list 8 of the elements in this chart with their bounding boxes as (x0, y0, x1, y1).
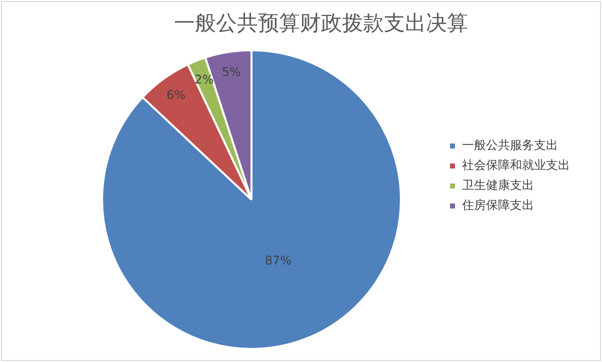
legend-label: 社会保障和就业支出 (462, 158, 570, 172)
legend-label: 卫生健康支出 (462, 178, 534, 192)
legend-label: 一般公共服务支出 (462, 138, 558, 152)
legend-label: 住房保障支出 (461, 198, 534, 212)
data-label: 87% (264, 253, 292, 268)
chart-title: 一般公共预算财政拨款支出决算 (174, 11, 468, 36)
data-label: 5% (222, 64, 241, 79)
data-label: 6% (166, 88, 186, 102)
